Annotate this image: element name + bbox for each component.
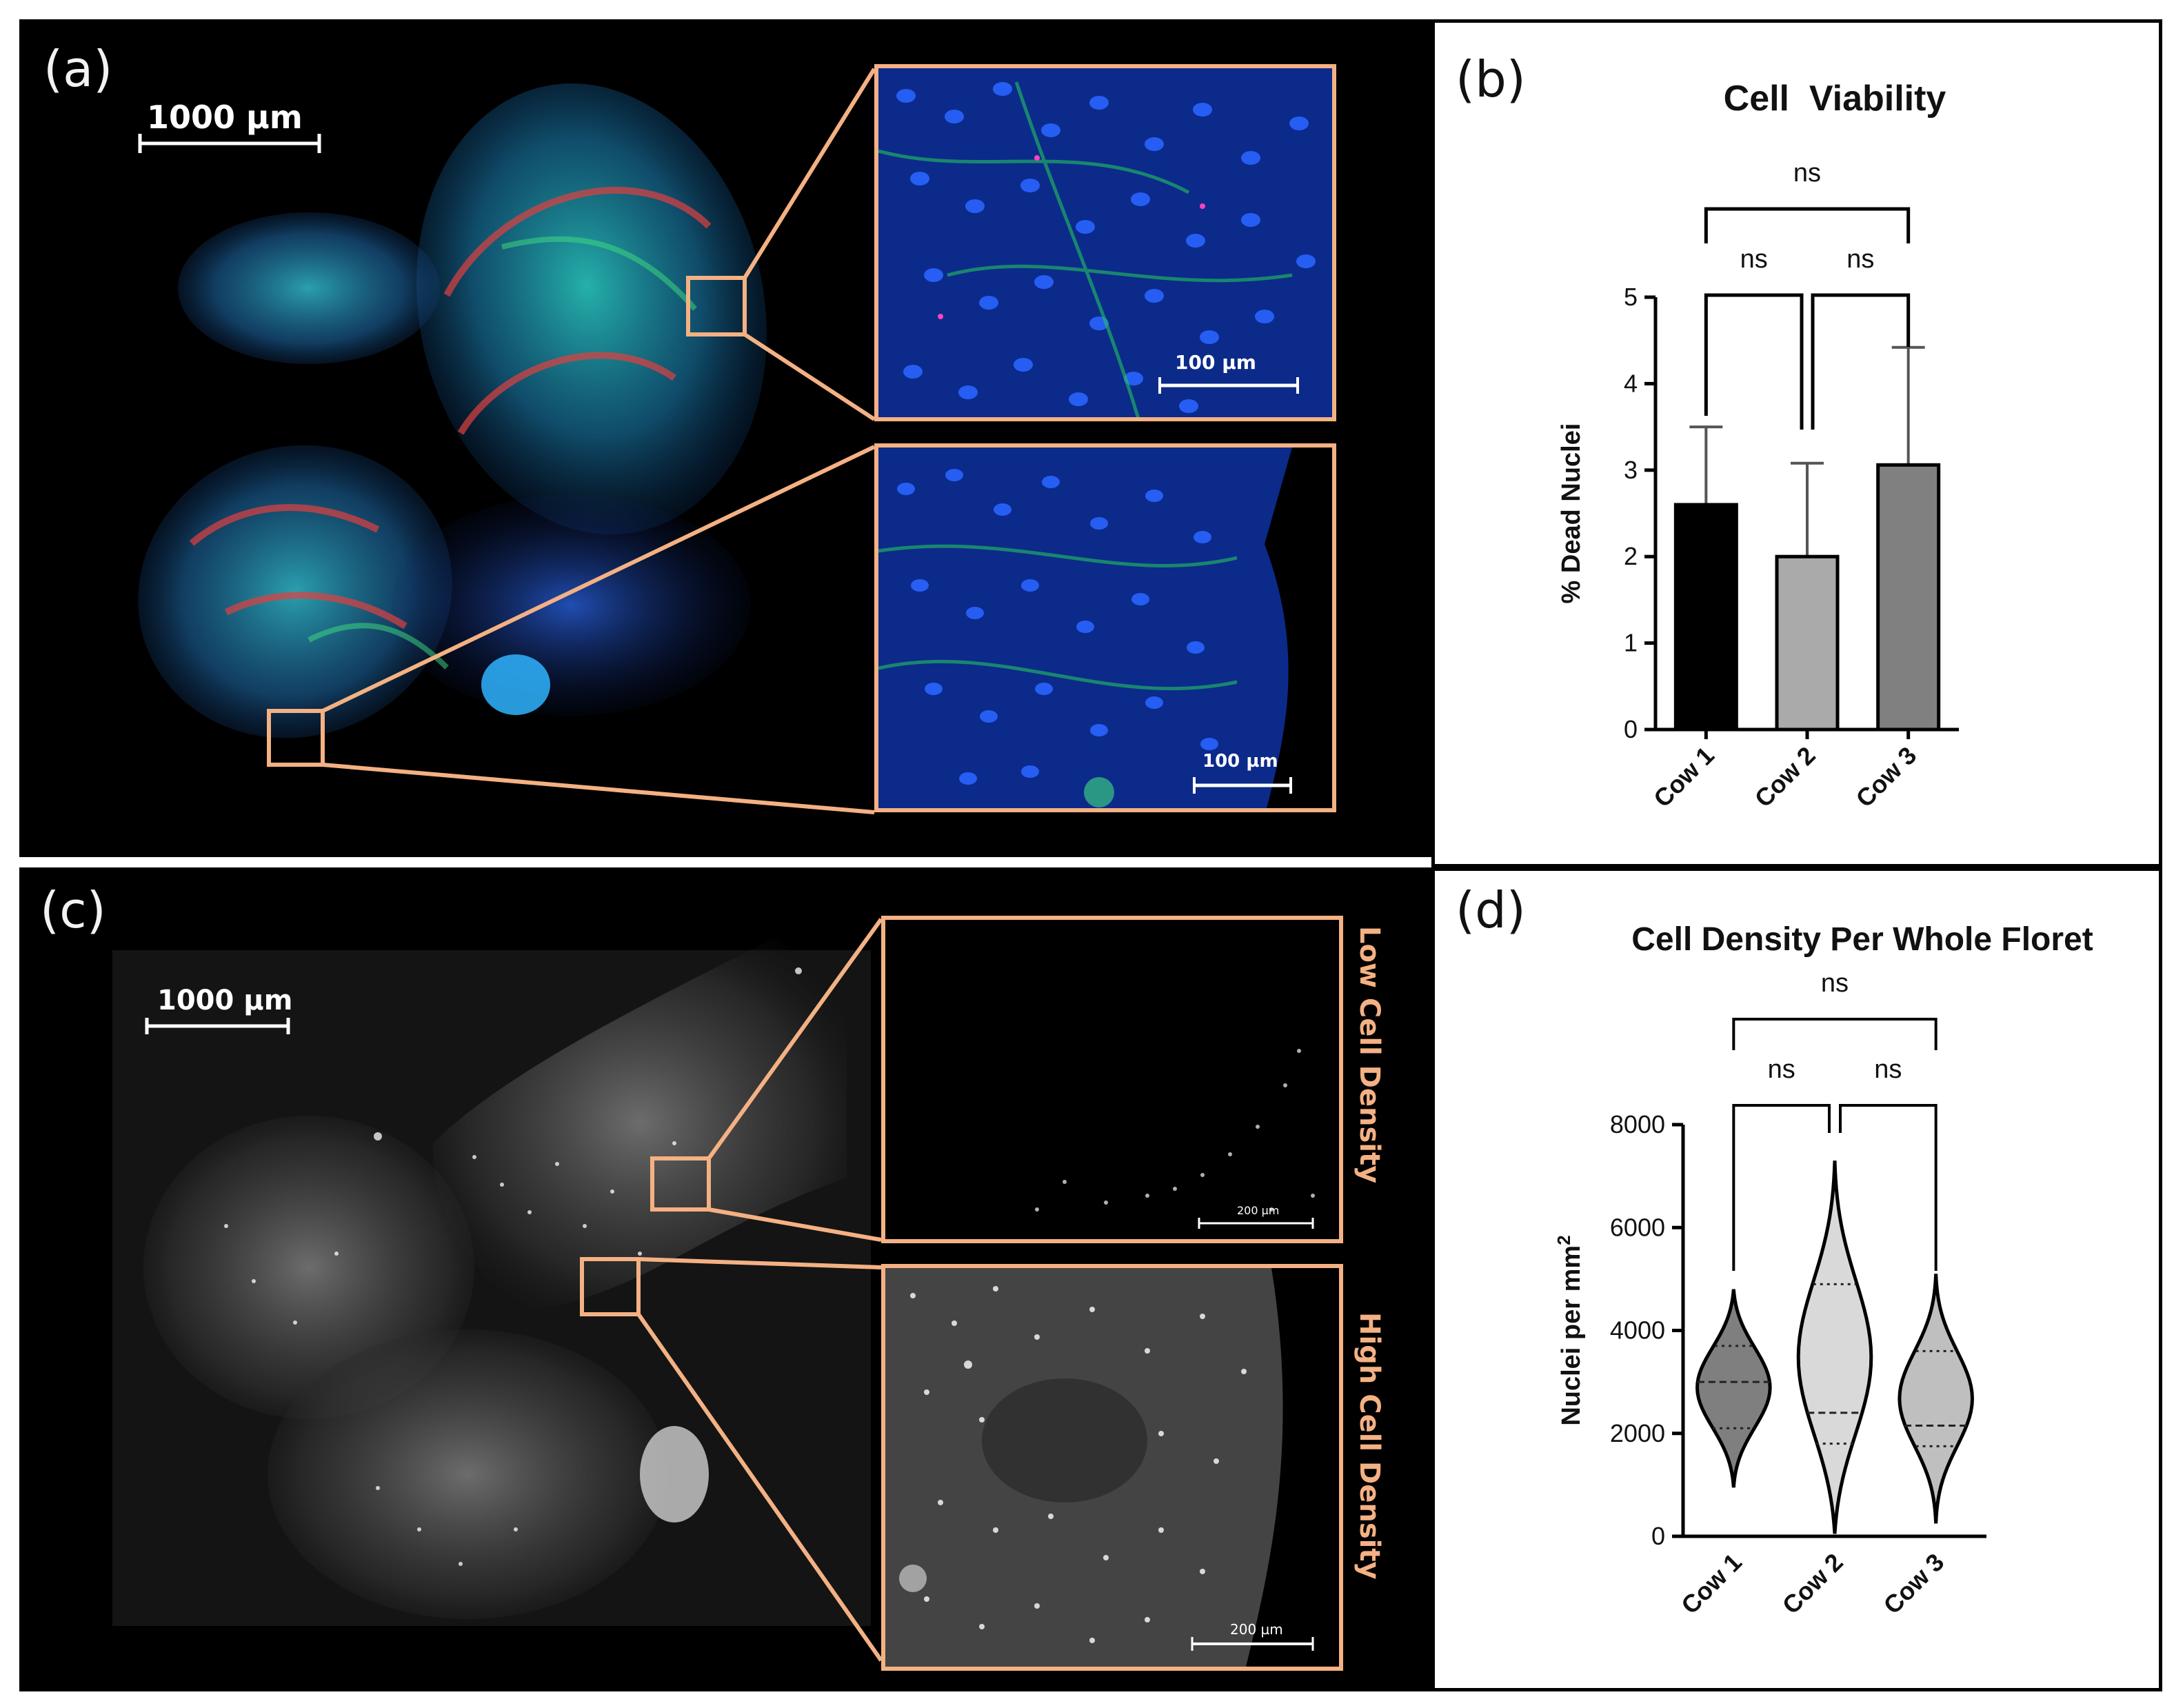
y-tick-label: 2 xyxy=(1624,542,1638,570)
roi-top xyxy=(686,276,747,336)
significance-bracket xyxy=(1704,207,1911,243)
significance-label: ns xyxy=(1793,159,1821,188)
significance-label: ns xyxy=(1821,969,1849,998)
y-axis-label: Nuclei per mm2 xyxy=(1553,1235,1586,1425)
y-axis-label-superscript: 2 xyxy=(1553,1235,1574,1245)
bar xyxy=(1775,554,1840,732)
floret-left xyxy=(178,212,440,364)
inset-a-top-scalebar-label: 100 µm xyxy=(1175,351,1256,374)
scalebar-a-label: 1000 µm xyxy=(147,99,303,136)
significance-bracket xyxy=(1704,293,1804,430)
y-tick-label: 5 xyxy=(1624,283,1638,311)
violin xyxy=(1898,1274,1974,1524)
inset-c-bottom-scalebar-label: 200 µm xyxy=(1230,1621,1283,1638)
connector-c-top-2 xyxy=(708,1207,882,1242)
roi-bottom xyxy=(267,709,325,767)
x-tick-label: Cow 2 xyxy=(1777,1548,1849,1620)
significance-bracket xyxy=(1811,293,1911,430)
connector-bottom-2 xyxy=(322,763,875,814)
y-tick-label: 4 xyxy=(1624,369,1638,397)
significance-label: ns xyxy=(1740,245,1768,274)
inset-c-top-image xyxy=(1035,1049,1315,1229)
actin-strands xyxy=(189,186,712,630)
x-tick-label: Cow 1 xyxy=(1648,741,1720,813)
panel-b: (b) Cell Viability 0 1 2 3 4 5 Cow 1 Cow 2 Cow 3… xyxy=(1431,19,2162,867)
y-tick-label: 0 xyxy=(1624,715,1638,743)
connector-c-bottom-1 xyxy=(638,1257,882,1269)
floret-lower xyxy=(138,445,452,739)
x-tick-label: Cow 1 xyxy=(1675,1548,1747,1620)
significance-label: ns xyxy=(1874,1055,1902,1084)
roi-c-top xyxy=(650,1156,711,1212)
floret-upper xyxy=(416,83,767,534)
inset-a-top-image xyxy=(878,68,1332,417)
violin xyxy=(1796,1161,1873,1534)
y-tick-label: 1 xyxy=(1624,629,1638,657)
chart-d: 0 2000 4000 6000 8000 Cow 1 Cow 2 Cow 3 Nuclei p… xyxy=(1553,969,1986,1620)
panel-d: (d) Cell Density Per Whole Floret 0 2000 4… xyxy=(1431,867,2162,1691)
inset-a-bottom: 100 µm xyxy=(874,443,1336,812)
panel-a: (a) 1000 µm 100 µm xyxy=(19,19,1431,857)
inset-a-bottom-scalebar-label: 100 µm xyxy=(1202,751,1278,772)
y-tick-label: 0 xyxy=(1651,1522,1665,1550)
violin xyxy=(1695,1289,1772,1488)
inset-a-bottom-image xyxy=(878,448,1332,808)
inset-c-bottom-image xyxy=(885,1268,1339,1667)
chart-d-title: Cell Density Per Whole Floret xyxy=(1631,921,2093,958)
connector-top-1 xyxy=(743,68,876,279)
label-high-cell-density: High Cell Density xyxy=(1353,1312,1385,1580)
y-tick-label: 4000 xyxy=(1610,1316,1665,1345)
panel-c-micrograph xyxy=(112,918,883,1662)
panel-b-letter: (b) xyxy=(1456,50,1526,108)
inset-c-top-scalebar-label: 200 µm xyxy=(1237,1204,1280,1217)
y-axis-label: % Dead Nuclei xyxy=(1557,423,1586,604)
significance-bracket xyxy=(1839,1104,1938,1271)
inset-a-top: 100 µm xyxy=(874,64,1336,421)
cell-specks xyxy=(224,967,802,1566)
scalebar-c-label: 1000 µm xyxy=(157,985,293,1016)
chart-b-title: Cell Viability xyxy=(1723,79,1946,119)
panel-a-micrograph xyxy=(138,68,876,814)
label-low-cell-density: Low Cell Density xyxy=(1353,926,1385,1184)
significance-label: ns xyxy=(1768,1055,1795,1084)
panel-c: (c) 1000 µm 200 µm xyxy=(19,867,1431,1691)
connector-c-top-1 xyxy=(707,918,883,1160)
bar xyxy=(1673,503,1738,732)
connector-c-bottom-2 xyxy=(636,1313,883,1662)
inset-c-top: 200 µm xyxy=(881,916,1343,1243)
x-tick-label: Cow 3 xyxy=(1850,741,1922,813)
green-strands xyxy=(308,236,697,670)
floret-stem xyxy=(392,495,750,716)
significance-label: ns xyxy=(1846,245,1874,274)
floret-c-bulb xyxy=(640,1426,709,1523)
floret-c-lower xyxy=(268,1329,667,1619)
y-tick-label: 8000 xyxy=(1610,1110,1665,1138)
connector-bottom-1 xyxy=(321,445,876,713)
panel-a-letter: (a) xyxy=(43,40,113,98)
bar xyxy=(1876,463,1941,732)
connector-top-2 xyxy=(743,332,876,421)
inset-c-bottom: 200 µm xyxy=(881,1264,1343,1671)
significance-bracket xyxy=(1732,1018,1938,1050)
y-tick-label: 6000 xyxy=(1610,1213,1665,1241)
roi-c-bottom xyxy=(580,1257,641,1316)
y-tick-label: 3 xyxy=(1624,456,1638,484)
x-tick-label: Cow 3 xyxy=(1878,1548,1949,1620)
panel-c-letter: (c) xyxy=(40,881,106,939)
panel-d-letter: (d) xyxy=(1456,881,1526,939)
significance-bracket xyxy=(1732,1104,1831,1271)
x-tick-label: Cow 2 xyxy=(1749,741,1821,813)
floret-bulb xyxy=(481,654,550,715)
y-tick-label: 2000 xyxy=(1610,1419,1665,1447)
chart-b: 0 1 2 3 4 5 Cow 1 Cow 2 Cow 3 % Dead Nuclei ns ns ns xyxy=(1557,159,1959,813)
